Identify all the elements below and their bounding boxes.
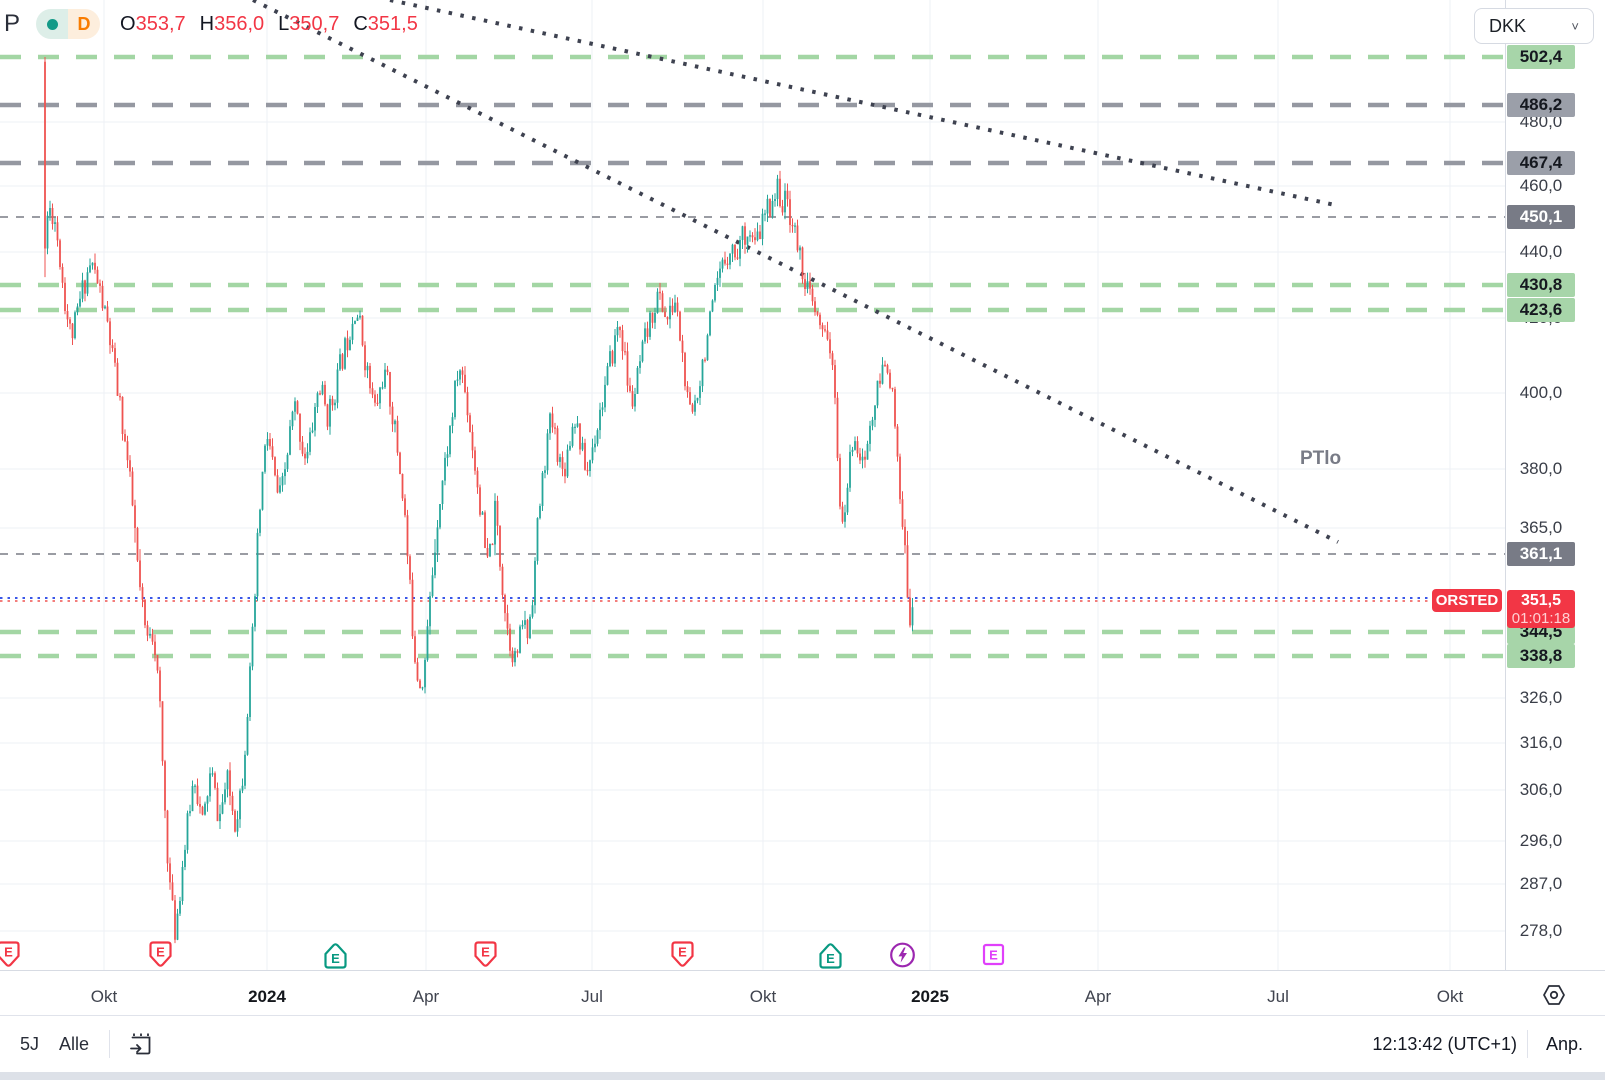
time-axis-month-label: Apr	[412, 987, 440, 1006]
earnings-down-marker[interactable]: E	[669, 940, 696, 970]
price-level-badge: 486,2	[1507, 93, 1575, 117]
price-tick-label: 365,0	[1519, 518, 1563, 537]
price-level-badge: 450,1	[1507, 205, 1575, 229]
price-level-badge: 338,8	[1507, 644, 1575, 668]
time-axis-month-label: Jul	[1267, 987, 1289, 1006]
price-level-badge: 430,8	[1507, 273, 1575, 297]
current-price-badge: 351,5 01:01:18	[1507, 590, 1575, 628]
earnings-up-marker[interactable]: E	[322, 940, 349, 970]
svg-text:E: E	[4, 945, 13, 960]
price-tick-label: 326,0	[1519, 688, 1563, 707]
earnings-down-marker[interactable]: E	[472, 940, 499, 970]
price-tick-label: 440,0	[1519, 242, 1563, 261]
price-tick-label: 306,0	[1519, 780, 1563, 799]
earnings-down-marker[interactable]: E	[147, 940, 174, 970]
time-axis[interactable]: Okt 2024 Apr Jul Okt 2025 Apr Jul Okt	[0, 970, 1605, 1015]
range-5y-button[interactable]: 5J	[20, 1033, 40, 1054]
axis-settings-icon[interactable]	[1540, 981, 1568, 1009]
price-level-badge: 502,4	[1507, 45, 1575, 69]
market-status-dot-icon	[46, 18, 58, 30]
price-level-badge: 423,6	[1507, 298, 1575, 322]
trendline-label[interactable]: PTlo	[1300, 448, 1342, 469]
range-controls: 5J Alle	[10, 1030, 162, 1059]
range-all-button[interactable]: Alle	[59, 1033, 90, 1054]
go-to-date-icon	[130, 1033, 151, 1055]
dotted-trendline[interactable]	[389, 0, 1336, 207]
interval-pill[interactable]: D	[36, 9, 101, 39]
ohlc-high: H356,0	[199, 12, 265, 35]
clock-label[interactable]: 12:13:42 (UTC+1)	[1372, 1033, 1517, 1054]
price-tick-label: 278,0	[1519, 921, 1563, 940]
price-chart-canvas[interactable]	[0, 0, 1505, 970]
price-tick-label: 380,0	[1519, 459, 1563, 478]
currency-label: DKK	[1489, 15, 1527, 36]
svg-text:E: E	[331, 951, 340, 966]
adjust-button[interactable]: Anp.	[1545, 1033, 1583, 1054]
interval-label[interactable]: D	[68, 9, 101, 39]
time-axis-month-label: Jul	[581, 987, 603, 1006]
svg-text:E: E	[826, 951, 835, 966]
clock-area: 12:13:42 (UTC+1) Anp.	[1372, 1030, 1591, 1059]
time-axis-year-label: 2024	[248, 987, 286, 1006]
time-axis-month-label: Okt	[90, 987, 118, 1006]
ohlc-open: O353,7	[120, 12, 186, 35]
current-price-value: 351,5	[1520, 591, 1562, 609]
candle-wicks-up	[47, 174, 913, 941]
svg-text:E: E	[989, 948, 998, 963]
market-status-half	[36, 9, 69, 39]
ohlc-low: L350,7	[278, 12, 340, 35]
time-axis-year-label: 2025	[911, 987, 949, 1006]
bottom-toolbar: 5J Alle 12:13:42 (UTC+1) Anp.	[0, 1015, 1605, 1072]
earnings-down-marker[interactable]: E	[0, 940, 22, 970]
earnings-up-marker[interactable]: E	[817, 940, 844, 970]
price-tick-label: 460,0	[1519, 176, 1563, 195]
toolbar-divider	[109, 1030, 111, 1058]
currency-selector[interactable]: DKK ˅	[1474, 8, 1594, 44]
earnings-square-marker[interactable]: E	[980, 940, 1007, 970]
dotted-trendline[interactable]	[252, 0, 1339, 544]
price-tick-label: 296,0	[1519, 831, 1563, 850]
candle-bodies-down	[44, 61, 911, 940]
price-level-badge: 361,1	[1507, 542, 1575, 566]
toolbar-divider	[1526, 1030, 1528, 1058]
time-axis-month-label: Okt	[749, 987, 777, 1006]
price-tick-label: 400,0	[1519, 383, 1563, 402]
time-axis-month-label: Apr	[1084, 987, 1112, 1006]
price-tick-label: 316,0	[1519, 733, 1563, 752]
ohlc-close: C351,5	[353, 12, 418, 35]
ticker-symbol[interactable]: P	[4, 10, 21, 37]
chevron-down-icon: ˅	[1571, 18, 1579, 34]
time-axis-month-label: Okt	[1436, 987, 1464, 1006]
svg-text:E: E	[678, 945, 687, 960]
price-axis[interactable]: 351,5 01:01:18 480,0460,0440,0420,0400,0…	[1506, 0, 1605, 970]
bar-countdown: 01:01:18	[1511, 609, 1571, 627]
price-level-badge: 467,4	[1507, 151, 1575, 175]
candle-bodies-up	[46, 178, 914, 940]
symbol-legend: P D O353,7 H356,0 L350,7 C351,5	[4, 8, 418, 40]
window-bottom-strip	[0, 1072, 1605, 1080]
flash-marker[interactable]	[889, 940, 916, 970]
ohlc-readout: O353,7 H356,0 L350,7 C351,5	[120, 13, 418, 36]
svg-text:E: E	[481, 945, 490, 960]
price-axis-separator	[1505, 0, 1506, 1015]
price-line-symbol-tag: ORSTED	[1432, 589, 1502, 612]
price-tick-label: 287,0	[1519, 874, 1563, 893]
go-to-date-button[interactable]	[120, 1031, 162, 1057]
svg-text:E: E	[156, 945, 165, 960]
